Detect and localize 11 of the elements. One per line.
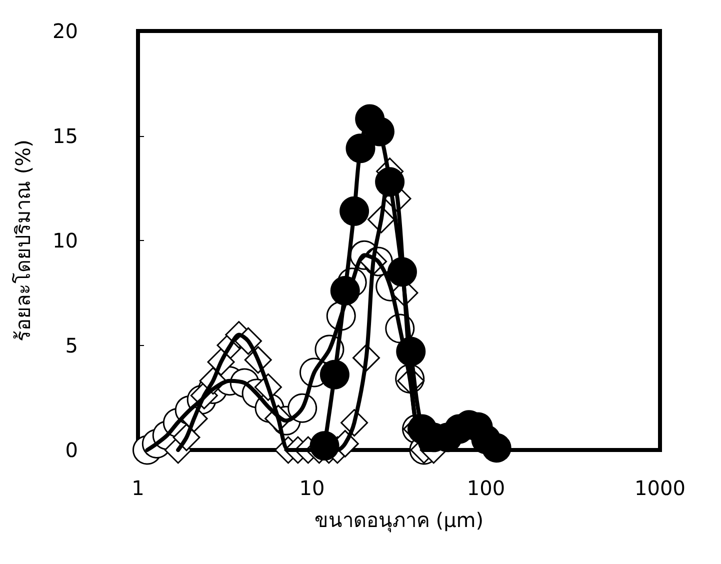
y-tick-label: 5 bbox=[65, 333, 78, 358]
y-tick-label: 20 bbox=[52, 19, 78, 43]
x-tick-label: 1 bbox=[132, 476, 144, 500]
y-axis-title: ร้อยละโดยปริมาณ (%) bbox=[11, 140, 35, 342]
x-axis-title: ขนาดอนุภาค (µm) bbox=[314, 508, 484, 533]
x-tick-label: 1000 bbox=[634, 476, 686, 500]
y-tick-label: 10 bbox=[52, 228, 78, 252]
x-tick-label: 100 bbox=[466, 476, 506, 500]
x-tick-label: 10 bbox=[299, 476, 325, 500]
y-tick-label: 15 bbox=[52, 124, 78, 148]
y-tick-label: 0 bbox=[65, 438, 78, 462]
